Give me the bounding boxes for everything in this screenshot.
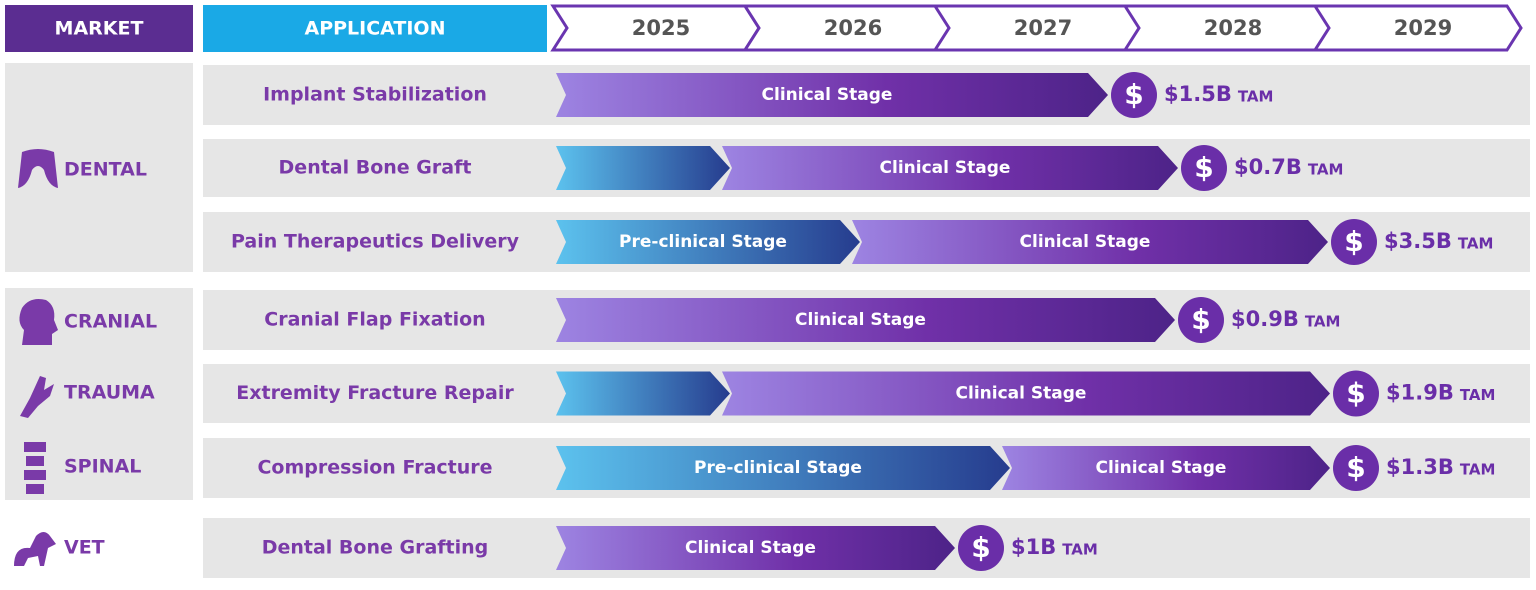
year-label: 2026	[824, 16, 882, 40]
tam-unit: TAM	[1238, 88, 1274, 106]
application-label: Compression Fracture	[257, 457, 492, 479]
year-label: 2029	[1394, 16, 1452, 40]
market-label: TRAUMA	[64, 382, 155, 404]
application-label: Cranial Flap Fixation	[264, 309, 485, 331]
market-header-bg	[5, 5, 193, 52]
market-label: SPINAL	[64, 456, 141, 478]
application-label: Dental Bone Graft	[279, 157, 472, 179]
spine-icon	[24, 442, 46, 494]
tam-value: $1.9B	[1386, 381, 1454, 405]
tooth-icon	[18, 149, 58, 188]
clinical-bar	[556, 298, 1175, 342]
tam-value: $0.7B	[1234, 155, 1302, 179]
year-label: 2027	[1014, 16, 1072, 40]
stage-label: Clinical Stage	[880, 158, 1011, 178]
dollar-sign: $	[1346, 377, 1365, 410]
dollar-sign: $	[1194, 151, 1213, 184]
dollar-circle	[1333, 370, 1379, 417]
tam-value: $1B	[1011, 535, 1056, 559]
market-label: VET	[64, 537, 105, 559]
dollar-circle	[1331, 219, 1377, 265]
hand-icon	[20, 376, 54, 418]
tam-unit: TAM	[1062, 541, 1098, 559]
dollar-sign: $	[971, 531, 990, 564]
tam-value: $0.9B	[1231, 307, 1299, 331]
stage-label: Clinical Stage	[1096, 458, 1227, 478]
preclinical-bar	[556, 146, 730, 190]
tam-unit: TAM	[1460, 386, 1496, 404]
dollar-circle	[1181, 145, 1227, 191]
application-header-bg	[203, 5, 547, 52]
preclinical-bar	[556, 371, 730, 416]
tam-value: $1.3B	[1386, 455, 1454, 479]
application-label: Pain Therapeutics Delivery	[231, 231, 520, 253]
application-label: Implant Stabilization	[263, 84, 487, 106]
tam-value: $3.5B	[1384, 229, 1452, 253]
tam-unit: TAM	[1458, 235, 1494, 253]
market-block	[5, 63, 193, 272]
clinical-bar	[722, 146, 1178, 190]
clinical-bar	[852, 220, 1328, 264]
dollar-sign: $	[1191, 303, 1210, 336]
clinical-bar	[556, 73, 1108, 117]
stage-label: Clinical Stage	[1020, 232, 1151, 252]
dollar-circle	[1111, 72, 1157, 118]
year-label: 2028	[1204, 16, 1262, 40]
head-icon	[19, 299, 58, 345]
dog-icon	[14, 532, 56, 566]
tam-unit: TAM	[1460, 461, 1496, 479]
market-header: MARKET	[55, 18, 144, 40]
application-label: Dental Bone Grafting	[262, 537, 489, 559]
stage-label: Pre-clinical Stage	[694, 458, 862, 478]
dollar-circle	[1333, 445, 1379, 491]
stage-label: Clinical Stage	[685, 538, 816, 558]
stage-label: Clinical Stage	[762, 85, 893, 105]
stage-label: Clinical Stage	[956, 384, 1087, 404]
dollar-circle	[958, 525, 1004, 571]
tam-unit: TAM	[1308, 161, 1344, 179]
stage-label: Clinical Stage	[795, 310, 926, 330]
clinical-bar	[1002, 446, 1330, 490]
clinical-bar	[556, 526, 955, 570]
dollar-sign: $	[1344, 225, 1363, 258]
dollar-circle	[1178, 297, 1224, 343]
market-label: CRANIAL	[64, 311, 157, 333]
tam-value: $1.5B	[1164, 82, 1232, 106]
market-label: DENTAL	[64, 159, 147, 181]
preclinical-bar	[556, 220, 860, 264]
dollar-sign: $	[1346, 451, 1365, 484]
stage-label: Pre-clinical Stage	[619, 232, 787, 252]
year-label: 2025	[632, 16, 690, 40]
application-label: Extremity Fracture Repair	[236, 382, 514, 404]
year-chevron	[1312, 4, 1523, 52]
preclinical-bar	[556, 446, 1010, 490]
dollar-sign: $	[1124, 78, 1143, 111]
application-header: APPLICATION	[305, 18, 446, 40]
clinical-bar	[722, 371, 1330, 416]
tam-unit: TAM	[1305, 313, 1341, 331]
